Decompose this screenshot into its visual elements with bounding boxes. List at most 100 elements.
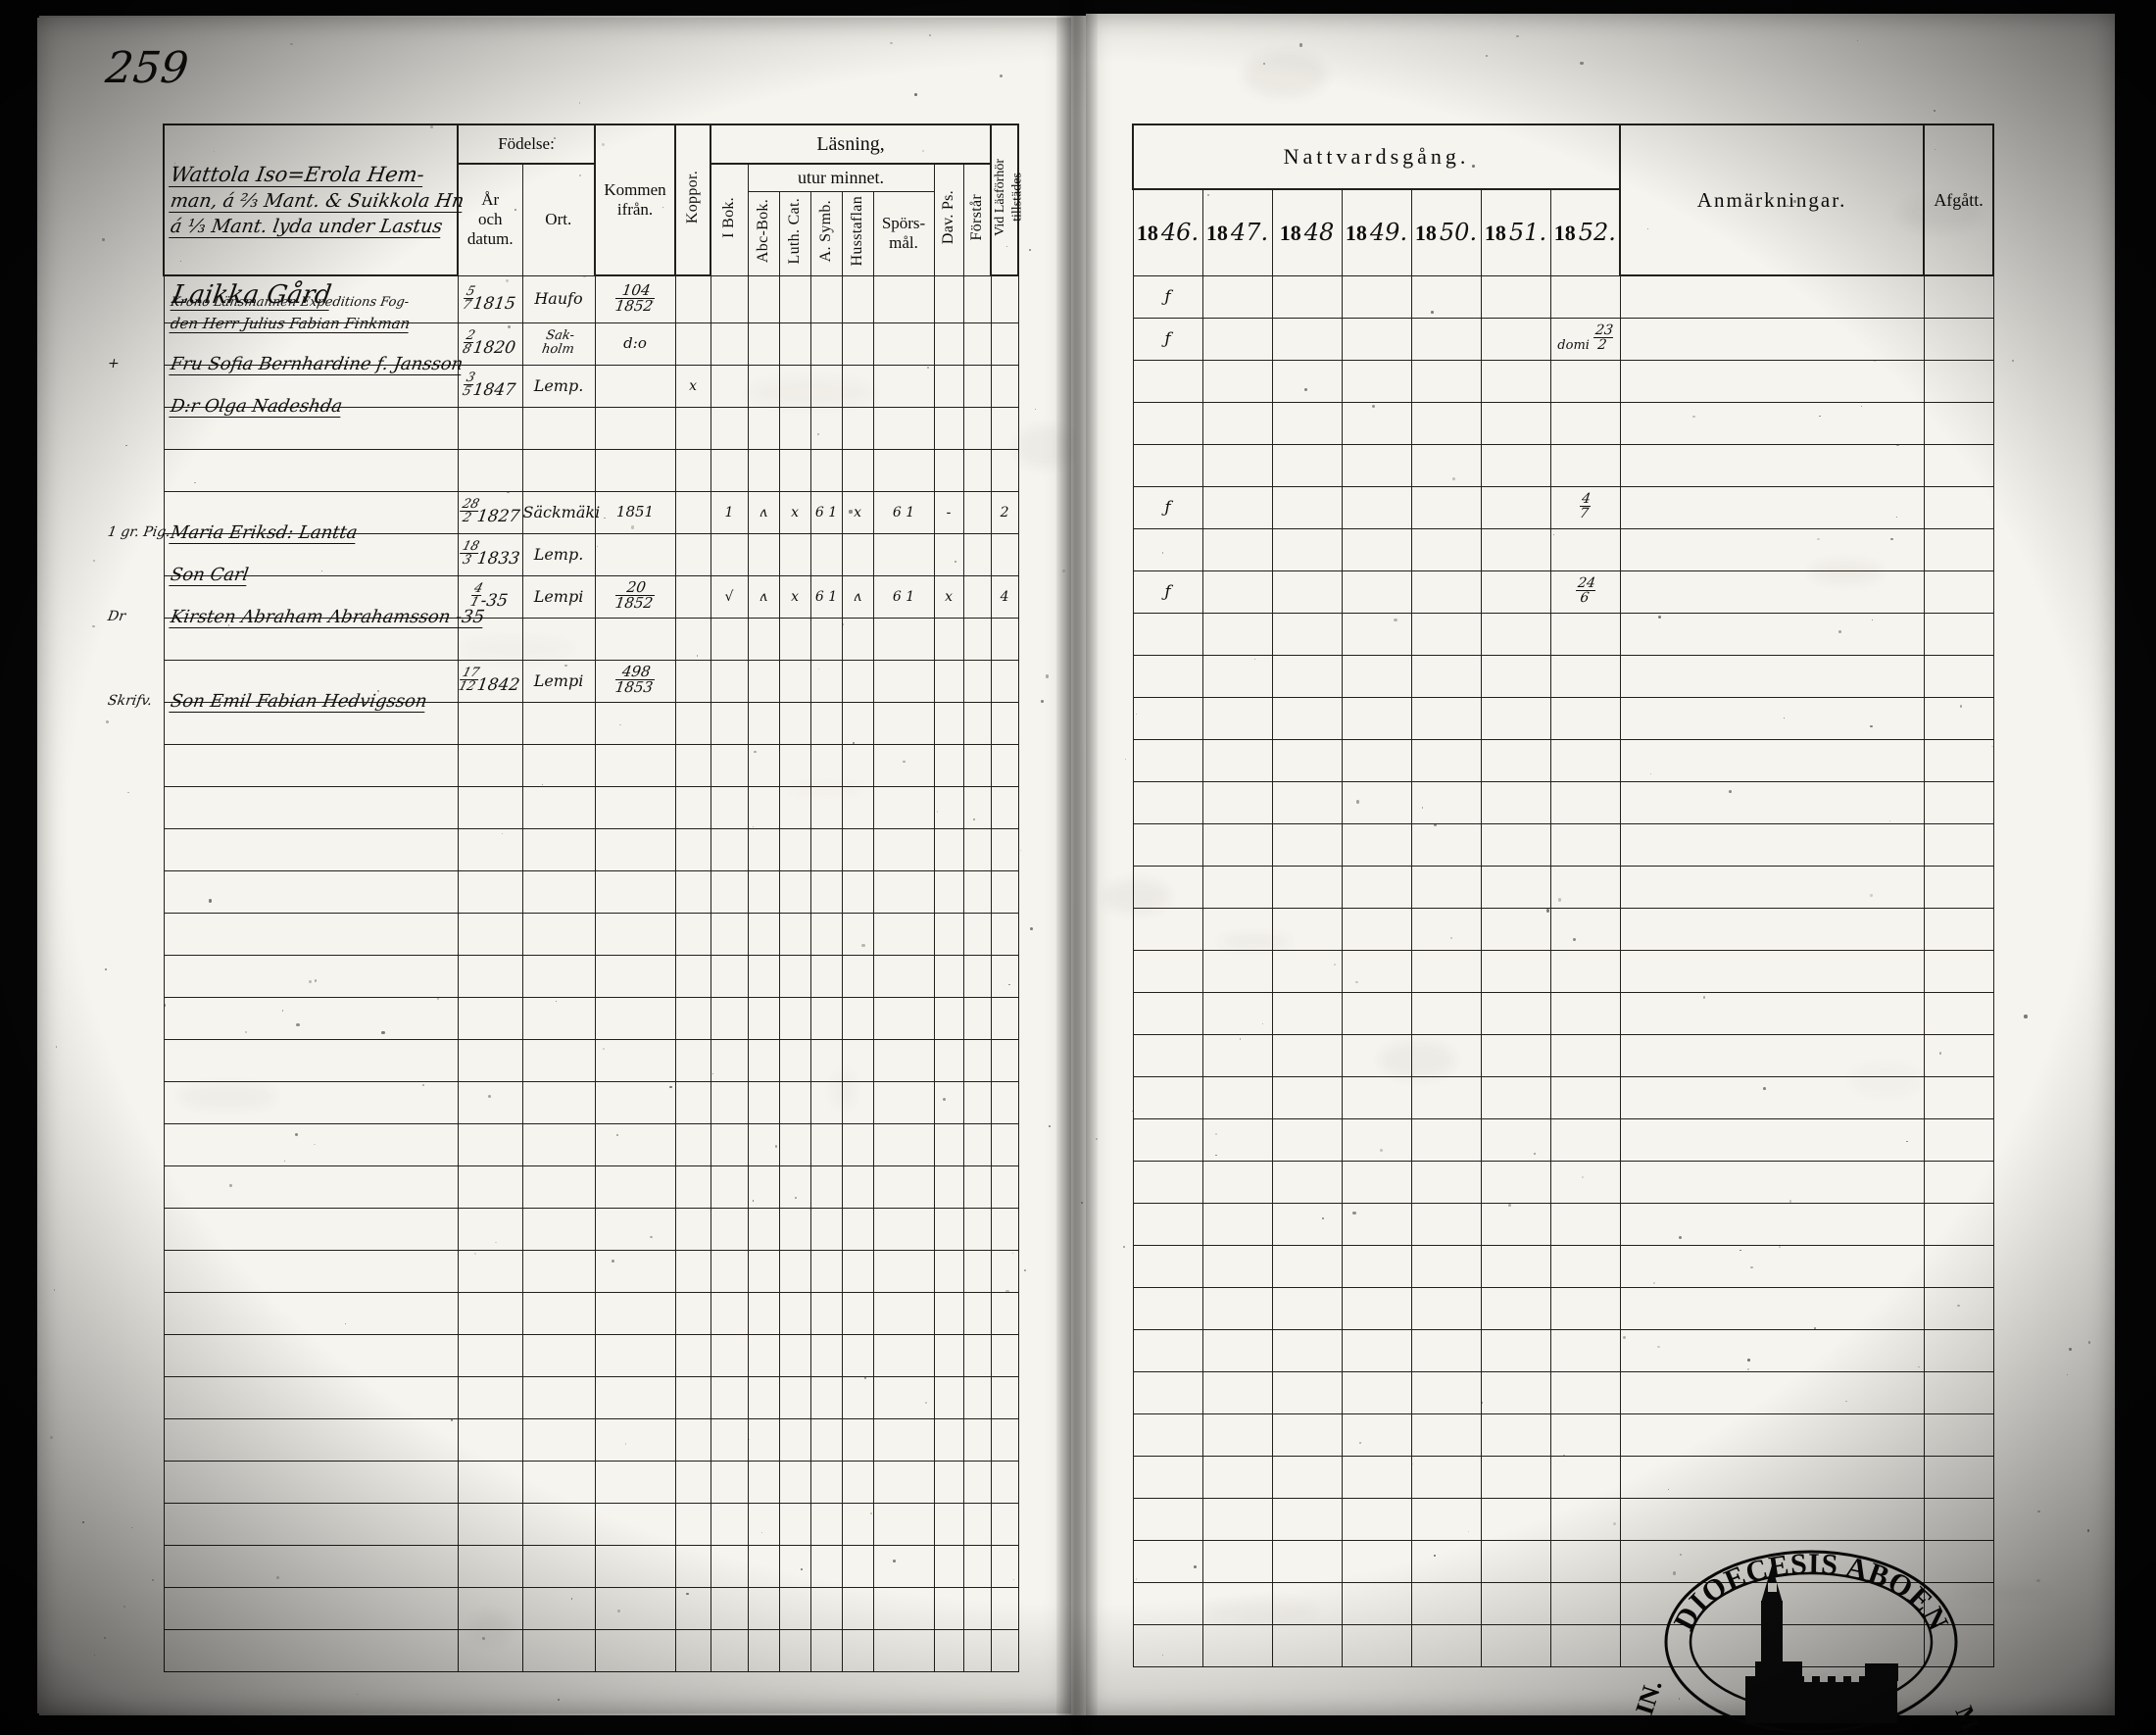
- cell-communion-1851[interactable]: [1480, 317, 1551, 361]
- cell-communion-1850[interactable]: [1410, 1075, 1482, 1119]
- cell-communion-1849[interactable]: [1341, 1117, 1412, 1162]
- cell-communion-1852[interactable]: [1549, 738, 1621, 782]
- cell-communion-1852[interactable]: [1549, 1413, 1621, 1457]
- cell-communion-1849[interactable]: [1341, 570, 1412, 614]
- cell-communion-1846[interactable]: [1132, 1160, 1203, 1204]
- table-row[interactable]: [1132, 1370, 1994, 1414]
- cell-communion-1847[interactable]: [1201, 1202, 1273, 1246]
- cell-communion-1849[interactable]: [1341, 1075, 1412, 1119]
- cell-afgatt[interactable]: [1923, 1286, 1994, 1330]
- cell-afgatt[interactable]: [1923, 527, 1994, 571]
- cell-communion-1848[interactable]: [1271, 822, 1343, 867]
- cell-communion-1850[interactable]: [1410, 1623, 1482, 1667]
- cell-communion-1850[interactable]: [1410, 822, 1482, 867]
- cell-anmarkningar[interactable]: [1619, 738, 1925, 782]
- cell-anmarkningar[interactable]: [1619, 696, 1925, 740]
- table-row[interactable]: [1132, 359, 1994, 403]
- cell-communion-1849[interactable]: [1341, 1539, 1412, 1583]
- cell-anmarkningar[interactable]: [1619, 1117, 1925, 1162]
- table-row[interactable]: [1132, 1244, 1994, 1288]
- cell-communion-1852[interactable]: [1549, 1455, 1621, 1499]
- cell-communion-1847[interactable]: [1201, 991, 1273, 1035]
- cell-communion-1852[interactable]: [1549, 696, 1621, 740]
- cell-communion-1848[interactable]: [1271, 1033, 1343, 1077]
- cell-communion-1852[interactable]: [1549, 822, 1621, 867]
- cell-communion-1850[interactable]: [1410, 274, 1482, 319]
- cell-communion-1850[interactable]: [1410, 738, 1482, 782]
- cell-afgatt[interactable]: [1923, 696, 1994, 740]
- cell-communion-1848[interactable]: [1271, 1455, 1343, 1499]
- cell-communion-1848[interactable]: [1271, 949, 1343, 993]
- cell-communion-1847[interactable]: [1201, 738, 1273, 782]
- table-row[interactable]: [1132, 949, 1994, 993]
- cell-communion-1846[interactable]: [1132, 907, 1203, 951]
- cell-communion-1848[interactable]: [1271, 1075, 1343, 1119]
- cell-communion-1852[interactable]: [1549, 1244, 1621, 1288]
- cell-communion-1852[interactable]: [1549, 1033, 1621, 1077]
- cell-communion-1849[interactable]: [1341, 612, 1412, 656]
- cell-communion-1849[interactable]: [1341, 1244, 1412, 1288]
- cell-communion-1847[interactable]: [1201, 401, 1273, 445]
- cell-communion-1848[interactable]: [1271, 359, 1343, 403]
- cell-communion-1847[interactable]: [1201, 527, 1273, 571]
- cell-communion-1846[interactable]: [1132, 1413, 1203, 1457]
- cell-communion-1851[interactable]: [1480, 949, 1551, 993]
- cell-afgatt[interactable]: [1923, 1117, 1994, 1162]
- cell-communion-1849[interactable]: [1341, 274, 1412, 319]
- cell-communion-1852[interactable]: [1549, 907, 1621, 951]
- cell-communion-1848[interactable]: [1271, 1202, 1343, 1246]
- cell-communion-1850[interactable]: [1410, 612, 1482, 656]
- cell-communion-1852[interactable]: 24 6: [1549, 570, 1621, 614]
- cell-anmarkningar[interactable]: [1619, 865, 1925, 909]
- table-row[interactable]: ƒ: [1132, 274, 1994, 319]
- table-row[interactable]: [1132, 612, 1994, 656]
- table-row[interactable]: [1132, 822, 1994, 867]
- cell-anmarkningar[interactable]: [1619, 317, 1925, 361]
- cell-communion-1851[interactable]: [1480, 822, 1551, 867]
- cell-communion-1850[interactable]: [1410, 1581, 1482, 1625]
- cell-communion-1847[interactable]: [1201, 1075, 1273, 1119]
- cell-communion-1850[interactable]: [1410, 1202, 1482, 1246]
- cell-communion-1848[interactable]: [1271, 1497, 1343, 1541]
- table-row[interactable]: [1132, 865, 1994, 909]
- cell-communion-1847[interactable]: [1201, 443, 1273, 487]
- cell-communion-1849[interactable]: [1341, 696, 1412, 740]
- cell-communion-1849[interactable]: [1341, 865, 1412, 909]
- cell-afgatt[interactable]: [1923, 654, 1994, 698]
- cell-communion-1848[interactable]: [1271, 1286, 1343, 1330]
- cell-communion-1848[interactable]: [1271, 612, 1343, 656]
- cell-communion-1849[interactable]: [1341, 1455, 1412, 1499]
- cell-communion-1846[interactable]: [1132, 359, 1203, 403]
- table-row[interactable]: [1132, 401, 1994, 445]
- cell-communion-1846[interactable]: [1132, 1244, 1203, 1288]
- cell-communion-1846[interactable]: [1132, 654, 1203, 698]
- cell-communion-1852[interactable]: [1549, 274, 1621, 319]
- cell-communion-1846[interactable]: [1132, 1075, 1203, 1119]
- cell-communion-1849[interactable]: [1341, 949, 1412, 993]
- cell-communion-1851[interactable]: [1480, 1033, 1551, 1077]
- cell-afgatt[interactable]: [1923, 780, 1994, 824]
- cell-communion-1848[interactable]: [1271, 570, 1343, 614]
- cell-communion-1850[interactable]: [1410, 991, 1482, 1035]
- cell-communion-1852[interactable]: domi 23 2: [1549, 317, 1621, 361]
- cell-communion-1851[interactable]: [1480, 485, 1551, 529]
- cell-communion-1847[interactable]: [1201, 780, 1273, 824]
- cell-communion-1849[interactable]: [1341, 401, 1412, 445]
- cell-communion-1846[interactable]: [1132, 1623, 1203, 1667]
- cell-communion-1846[interactable]: [1132, 443, 1203, 487]
- cell-anmarkningar[interactable]: [1619, 443, 1925, 487]
- cell-communion-1851[interactable]: [1480, 1497, 1551, 1541]
- cell-communion-1847[interactable]: [1201, 1413, 1273, 1457]
- cell-afgatt[interactable]: [1923, 570, 1994, 614]
- cell-communion-1851[interactable]: [1480, 1328, 1551, 1372]
- table-row[interactable]: [1132, 1286, 1994, 1330]
- cell-communion-1850[interactable]: [1410, 317, 1482, 361]
- cell-communion-1848[interactable]: [1271, 317, 1343, 361]
- cell-anmarkningar[interactable]: [1619, 401, 1925, 445]
- cell-communion-1849[interactable]: [1341, 1623, 1412, 1667]
- cell-anmarkningar[interactable]: [1619, 1202, 1925, 1246]
- table-row[interactable]: [1132, 1455, 1994, 1499]
- cell-communion-1850[interactable]: [1410, 1497, 1482, 1541]
- table-row[interactable]: [1132, 780, 1994, 824]
